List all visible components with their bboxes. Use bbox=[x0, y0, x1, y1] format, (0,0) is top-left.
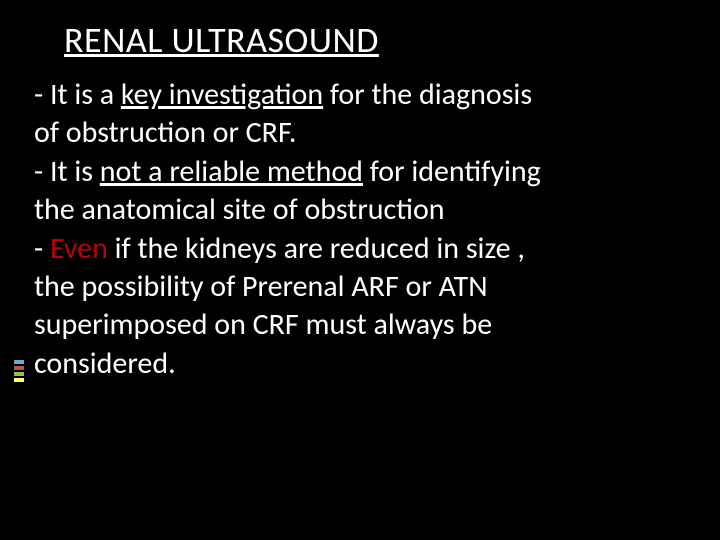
accent-mark-3 bbox=[14, 372, 24, 376]
slide-container: RENAL ULTRASOUND - It is a key investiga… bbox=[0, 0, 720, 540]
body-line-1: - It is a key investigation for the diag… bbox=[34, 76, 700, 114]
accent-mark-4 bbox=[14, 378, 24, 382]
body-line-6: the possibility of Prerenal ARF or ATN bbox=[34, 268, 700, 306]
text-fragment: - It is a bbox=[34, 76, 121, 113]
body-line-3: - It is not a reliable method for identi… bbox=[34, 153, 700, 191]
underlined-text: not a reliable method bbox=[100, 153, 363, 190]
slide-title: RENAL ULTRASOUND bbox=[64, 18, 700, 62]
body-line-7: superimposed on CRF must always be bbox=[34, 306, 700, 344]
accent-mark-1 bbox=[14, 360, 24, 364]
slide-body: - It is a key investigation for the diag… bbox=[34, 76, 700, 383]
sidebar-accent-marks bbox=[14, 360, 24, 382]
body-line-8: considered. bbox=[34, 345, 700, 383]
text-fragment: - bbox=[34, 230, 50, 267]
text-fragment: if the kidneys are reduced in size , bbox=[108, 230, 525, 267]
text-fragment: - It is bbox=[34, 153, 100, 190]
underlined-text: key investigation bbox=[121, 76, 323, 113]
accent-mark-2 bbox=[14, 366, 24, 370]
body-line-4: the anatomical site of obstruction bbox=[34, 191, 700, 229]
text-fragment: for identifying bbox=[363, 153, 541, 190]
text-fragment: for the diagnosis bbox=[323, 76, 532, 113]
red-text: Even bbox=[50, 230, 108, 267]
body-line-2: of obstruction or CRF. bbox=[34, 114, 700, 152]
body-line-5: - Even if the kidneys are reduced in siz… bbox=[34, 230, 700, 268]
